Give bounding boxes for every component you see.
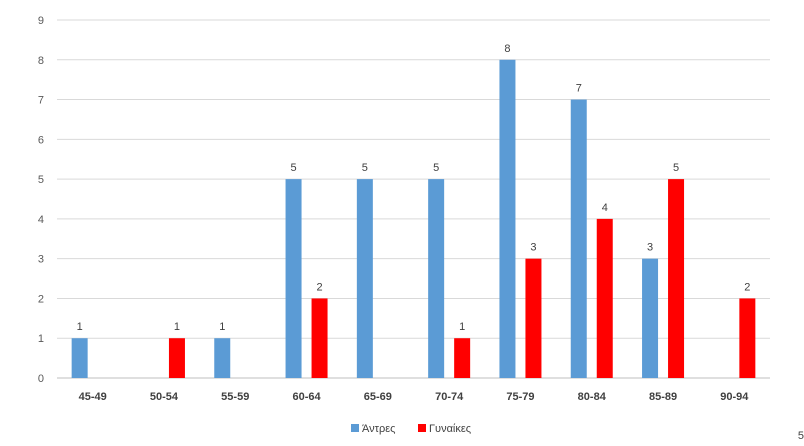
bar-men: [428, 179, 445, 378]
y-tick-label: 0: [38, 373, 44, 385]
bar-men: [499, 59, 516, 379]
bar-men: [356, 179, 373, 378]
x-axis-ticks: 45-49 50-54 55-59 60-64 65-69 70-74 75-79 80-84…: [79, 391, 750, 403]
legend-swatch: [418, 424, 426, 432]
bar-women: [668, 179, 685, 378]
gridlines: [57, 19, 770, 379]
x-tick-label: 85-89: [649, 391, 677, 403]
y-tick-label: 8: [38, 55, 44, 67]
data-label: 8: [504, 43, 510, 55]
bar-women: [168, 338, 185, 378]
data-label: 1: [219, 321, 225, 333]
y-tick-label: 9: [38, 15, 44, 27]
y-tick-label: 5: [38, 174, 44, 186]
data-label: 5: [290, 162, 296, 174]
y-axis-ticks: 0 1 2 3 4 5 6 7 8 9: [38, 15, 44, 385]
y-tick-label: 4: [38, 214, 44, 226]
y-tick-label: 6: [38, 134, 44, 146]
bar-women: [311, 298, 328, 378]
x-tick-label: 65-69: [364, 391, 392, 403]
data-labels: 1 1 1 5 2 5 5 1 8 3 7 4 3 5 2: [77, 43, 751, 333]
legend: Άντρες Γυναίκες: [351, 423, 471, 435]
data-label: 4: [602, 202, 608, 214]
data-label: 1: [174, 321, 180, 333]
x-tick-label: 80-84: [578, 391, 607, 403]
x-tick-label: 70-74: [435, 391, 464, 403]
data-label: 1: [77, 321, 83, 333]
data-label: 2: [316, 281, 322, 293]
bars: [71, 59, 756, 379]
data-label: 1: [459, 321, 465, 333]
data-label: 7: [576, 83, 582, 95]
bar-women: [596, 218, 613, 378]
x-tick-label: 55-59: [221, 391, 249, 403]
y-tick-label: 7: [38, 95, 44, 107]
bar-women: [454, 338, 471, 378]
bar-men: [642, 258, 659, 378]
bar-women: [525, 258, 542, 378]
bar-women: [739, 298, 756, 378]
data-label: 5: [673, 162, 679, 174]
x-tick-label: 75-79: [506, 391, 534, 403]
bar-men: [214, 338, 231, 378]
y-tick-label: 2: [38, 293, 44, 305]
data-label: 3: [647, 242, 653, 254]
y-tick-label: 1: [38, 333, 44, 345]
data-label: 5: [362, 162, 368, 174]
x-tick-label: 90-94: [720, 391, 749, 403]
data-label: 3: [530, 242, 536, 254]
x-tick-label: 45-49: [79, 391, 107, 403]
y-tick-label: 3: [38, 254, 44, 266]
x-tick-label: 60-64: [292, 391, 321, 403]
legend-swatch: [351, 424, 359, 432]
legend-label: Γυναίκες: [429, 423, 471, 435]
legend-label: Άντρες: [362, 423, 395, 435]
data-label: 2: [744, 281, 750, 293]
data-label: 5: [433, 162, 439, 174]
page-number: 5: [797, 430, 804, 442]
x-tick-label: 50-54: [150, 391, 179, 403]
bar-men: [71, 338, 88, 378]
bar-men: [570, 99, 587, 379]
bar-men: [285, 179, 302, 378]
